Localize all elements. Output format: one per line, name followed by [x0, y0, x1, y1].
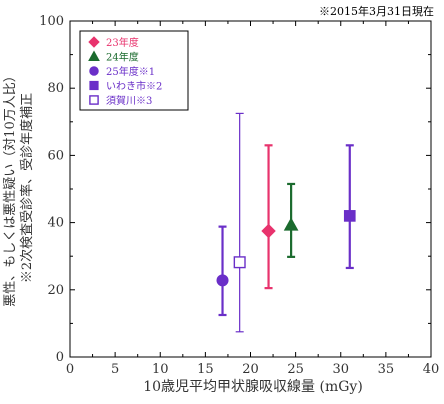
data-point — [233, 256, 246, 269]
legend-marker — [88, 36, 100, 48]
x-tick-label: 40 — [423, 362, 440, 377]
y-tick-label: 100 — [39, 14, 64, 29]
legend-label: 須賀川※3 — [106, 95, 152, 107]
y-tick-label: 0 — [56, 350, 64, 365]
data-point — [261, 223, 276, 239]
legend-marker — [89, 80, 99, 91]
y-tick-label: 40 — [47, 216, 64, 231]
x-tick-label: 30 — [332, 362, 349, 377]
x-tick-label: 10 — [152, 362, 169, 377]
legend-label: 25年度※1 — [106, 65, 155, 78]
x-tick-label: 35 — [378, 362, 395, 377]
series-point — [343, 144, 356, 270]
date-note: ※2015年3月31日現在 — [319, 5, 434, 18]
x-axis-label: 10歳児平均甲状腺吸収線量 (mGy) — [143, 379, 363, 395]
series-point — [261, 144, 276, 290]
y-axis-label-line: 悪性、もしくは悪性疑い（対10万人比） — [2, 69, 18, 307]
legend-marker — [89, 95, 99, 105]
x-tick-label: 5 — [111, 362, 119, 377]
series-point — [216, 225, 229, 317]
marks-group — [216, 112, 356, 333]
data-point — [216, 274, 229, 287]
x-tick-label: 25 — [287, 362, 304, 377]
legend-marker — [89, 66, 99, 76]
x-tick-label: 0 — [66, 362, 74, 377]
data-point — [343, 210, 356, 222]
x-tick-label: 20 — [242, 362, 259, 377]
y-axis-label-line: ※2次検査受診率、受診年度補正 — [19, 93, 35, 283]
series-point — [233, 112, 246, 333]
x-tick-label: 15 — [197, 362, 214, 377]
data-point — [283, 217, 299, 231]
legend-label: 24年度 — [106, 51, 139, 64]
y-tick-label: 60 — [47, 148, 64, 163]
y-tick-label: 20 — [47, 283, 64, 298]
axes-group: 0 5 10 15 20 25 30 35 40 0 20 40 60 80 100 悪性、もしくは悪性疑い（… — [2, 14, 439, 377]
y-tick-label: 80 — [47, 81, 64, 96]
legend-label: いわき市※2 — [106, 80, 162, 93]
series-point — [283, 182, 299, 258]
legend-marker — [88, 50, 100, 61]
legend-label: 23年度 — [106, 36, 139, 49]
